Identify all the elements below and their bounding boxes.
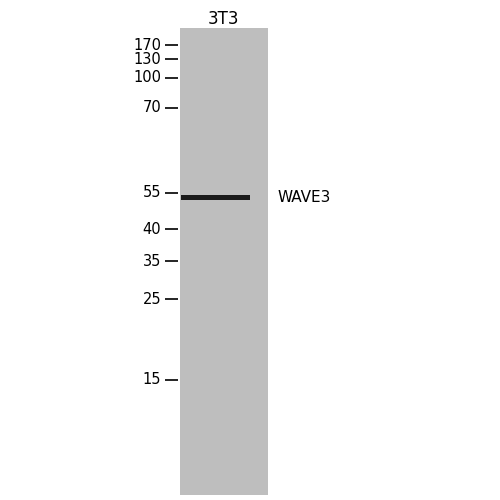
Text: 35: 35: [142, 254, 161, 268]
Text: 170: 170: [133, 38, 161, 52]
Text: WAVE3: WAVE3: [278, 190, 331, 205]
Text: 25: 25: [142, 292, 161, 306]
Text: 130: 130: [133, 52, 161, 66]
Bar: [181, 195, 250, 200]
Text: 40: 40: [142, 222, 161, 236]
Text: 70: 70: [142, 100, 161, 115]
Text: 15: 15: [142, 372, 161, 388]
Text: 55: 55: [142, 185, 161, 200]
Text: 100: 100: [133, 70, 161, 85]
Bar: [180, 28, 268, 495]
Text: 3T3: 3T3: [208, 10, 240, 28]
